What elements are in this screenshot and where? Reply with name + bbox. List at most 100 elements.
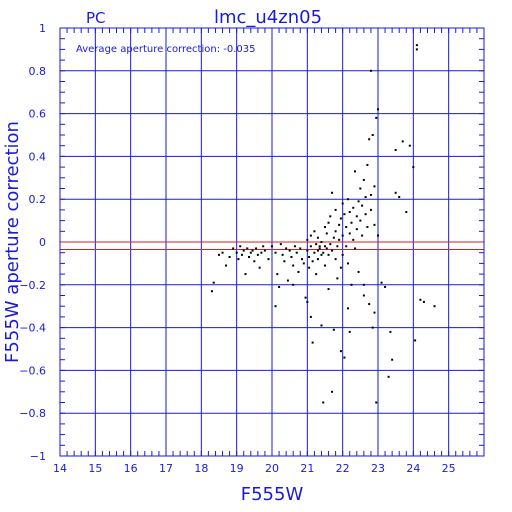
- data-point: [308, 255, 311, 258]
- data-point: [343, 213, 346, 216]
- data-point: [297, 270, 300, 273]
- data-point: [306, 249, 309, 252]
- data-point: [362, 283, 365, 286]
- data-point: [380, 281, 383, 284]
- data-point: [255, 247, 258, 250]
- data-point: [309, 234, 312, 237]
- data-point: [244, 273, 247, 276]
- data-point: [352, 206, 355, 209]
- average-annotation: Average aperture correction: -0.035: [76, 44, 256, 55]
- data-point: [242, 249, 245, 252]
- x-tick-label: 15: [88, 462, 102, 475]
- data-point: [262, 245, 265, 248]
- data-point: [401, 140, 404, 143]
- data-point: [339, 350, 342, 353]
- data-point: [324, 245, 326, 248]
- data-point: [415, 44, 418, 47]
- data-point: [278, 285, 281, 288]
- data-point: [355, 228, 358, 231]
- y-tick-label: 0.4: [29, 150, 47, 163]
- data-point: [324, 226, 326, 229]
- data-point: [366, 226, 369, 229]
- data-point: [364, 213, 367, 216]
- x-tick-label: 18: [194, 462, 208, 475]
- x-tick-label: 22: [336, 462, 350, 475]
- data-point: [357, 270, 360, 273]
- data-point: [345, 245, 348, 248]
- data-point: [354, 170, 357, 173]
- corner-label: PC: [86, 9, 106, 27]
- data-point: [339, 266, 342, 269]
- data-points: [210, 44, 436, 404]
- data-point: [331, 249, 334, 252]
- data-point: [248, 255, 251, 258]
- data-point: [316, 258, 319, 261]
- data-point: [311, 260, 314, 263]
- data-point: [309, 245, 312, 248]
- data-point: [331, 191, 334, 194]
- data-point: [285, 247, 288, 250]
- x-tick-label: 19: [230, 462, 244, 475]
- chart-title: lmc_u4zn05: [214, 7, 322, 28]
- x-tick-label: 23: [371, 462, 385, 475]
- data-point: [320, 241, 323, 243]
- data-point: [371, 134, 374, 136]
- data-point: [221, 251, 224, 254]
- data-point: [210, 290, 213, 293]
- data-point: [212, 281, 215, 284]
- data-point: [283, 260, 286, 263]
- y-tick-label: −1: [30, 450, 46, 463]
- data-point: [318, 247, 321, 250]
- data-point: [292, 283, 295, 286]
- data-point: [218, 253, 220, 256]
- data-point: [306, 300, 309, 303]
- data-point: [246, 247, 249, 250]
- data-point: [318, 245, 321, 248]
- data-point: [239, 245, 242, 248]
- data-point: [415, 48, 418, 51]
- reference-lines: [60, 241, 484, 250]
- data-point: [350, 221, 353, 224]
- data-point: [313, 251, 316, 254]
- y-tick-label: −0.2: [19, 279, 46, 292]
- data-point: [228, 255, 231, 258]
- data-point: [362, 178, 365, 181]
- data-point: [341, 253, 344, 256]
- x-tick-label: 17: [159, 462, 173, 475]
- data-point: [332, 328, 335, 331]
- y-axis-label: F555W aperture correction: [2, 121, 23, 363]
- data-point: [290, 255, 293, 258]
- data-point: [327, 221, 330, 224]
- data-point: [292, 264, 295, 267]
- data-point: [369, 193, 372, 196]
- data-point: [253, 260, 256, 263]
- data-point: [302, 262, 305, 265]
- data-point: [281, 253, 284, 256]
- data-point: [371, 326, 374, 329]
- y-tick-label: 0: [39, 236, 46, 249]
- data-point: [304, 296, 307, 299]
- data-point: [324, 264, 326, 267]
- data-point: [237, 258, 240, 261]
- data-point: [329, 215, 332, 218]
- y-tick-label: 0.6: [29, 108, 47, 121]
- data-point: [293, 245, 296, 248]
- data-point: [295, 251, 298, 254]
- data-point: [322, 401, 325, 404]
- y-tick-label: −0.6: [19, 364, 46, 377]
- data-point: [274, 305, 277, 308]
- y-tick-label: 0.8: [29, 65, 47, 78]
- data-point: [346, 307, 349, 310]
- data-point: [394, 191, 397, 194]
- data-point: [288, 249, 291, 252]
- data-point: [325, 247, 328, 250]
- y-tick-label: 0.2: [29, 193, 47, 206]
- data-point: [315, 273, 318, 276]
- data-point: [320, 253, 323, 256]
- data-point: [315, 243, 318, 246]
- data-point: [419, 298, 422, 301]
- data-point: [251, 249, 254, 252]
- data-point: [311, 341, 314, 344]
- data-point: [348, 232, 351, 235]
- data-point: [359, 219, 362, 222]
